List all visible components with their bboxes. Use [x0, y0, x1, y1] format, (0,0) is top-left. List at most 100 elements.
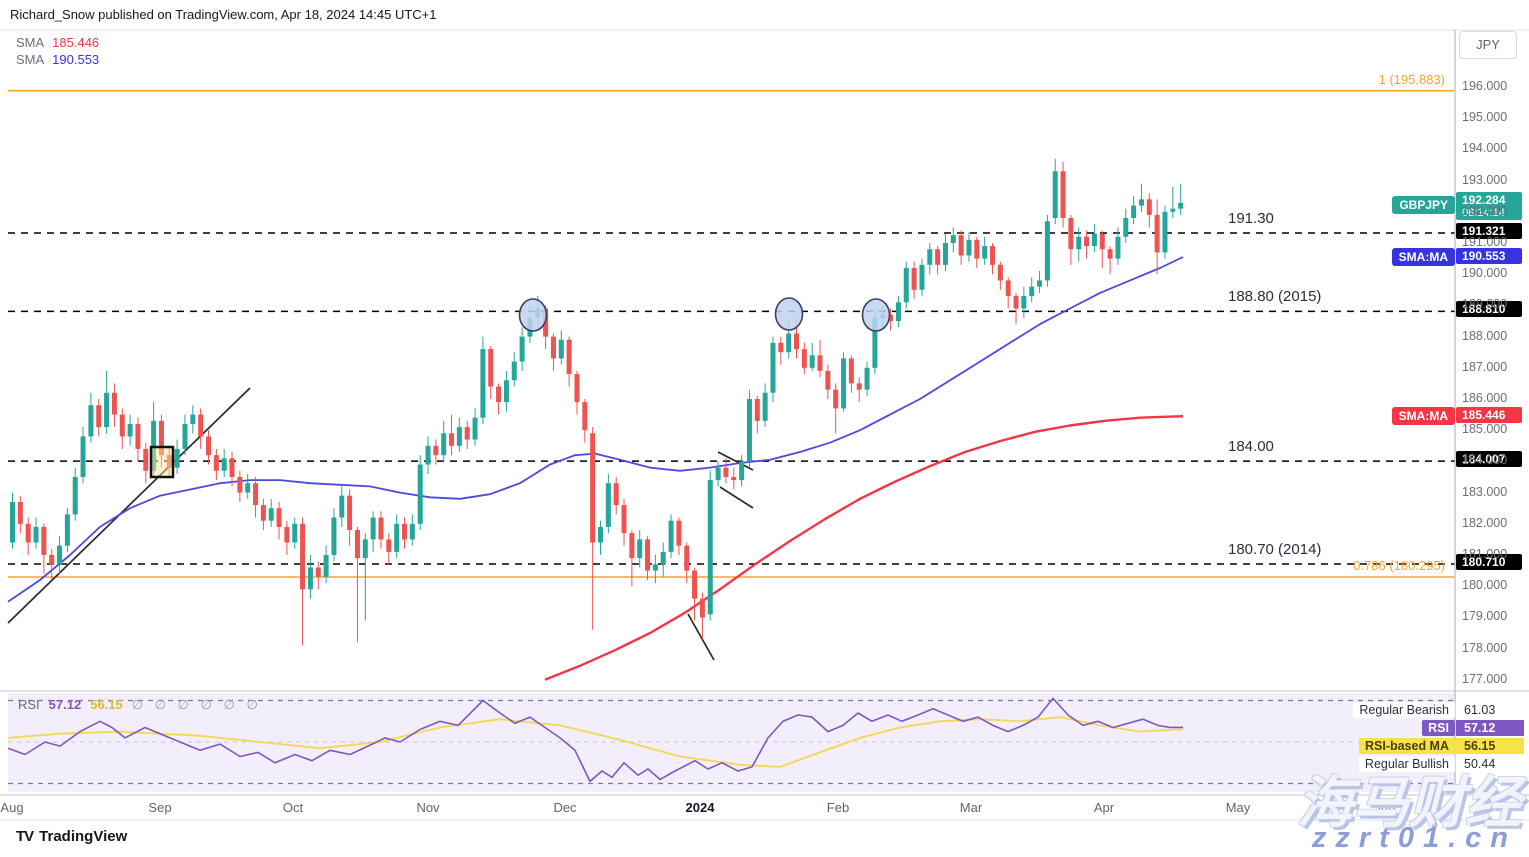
price-tick: 196.000 — [1462, 79, 1508, 93]
tradingview-logo[interactable]: TV TradingView — [16, 828, 127, 845]
candle-body — [221, 458, 227, 471]
highlight-circle-1 — [774, 297, 804, 331]
candle-body — [762, 392, 768, 421]
candle-body — [574, 374, 580, 403]
level-axis-188810: 188.810 — [1456, 301, 1522, 318]
candle-body — [582, 402, 588, 431]
candle-body — [433, 445, 439, 456]
candle-body — [888, 314, 894, 321]
sma-slow-badge: SMA:MA — [1391, 247, 1455, 266]
candle-body — [284, 526, 290, 543]
rsi-legend-label: RSI — [18, 697, 40, 712]
highlight-circle-0 — [518, 298, 548, 332]
level-label-19130[interactable]: 191.30 — [1228, 209, 1274, 227]
candle-body — [402, 523, 407, 540]
candle-body — [511, 361, 517, 381]
candle-body — [362, 539, 368, 559]
symbol-badge: GBPJPY — [1392, 195, 1455, 214]
candle-body — [1154, 214, 1160, 253]
candle-body — [449, 433, 455, 446]
candle-body — [323, 555, 329, 577]
candle-body — [786, 333, 792, 353]
price-tick: 180.000 — [1462, 578, 1508, 593]
fib-level-1-label[interactable]: 1 (195.883) — [1378, 71, 1446, 87]
candle-body — [64, 514, 70, 546]
candle-body — [645, 539, 651, 571]
price-tick: 179.000 — [1462, 609, 1508, 624]
candle-body — [731, 477, 737, 481]
candle-body — [692, 570, 698, 599]
price-tick: 192.000 — [1462, 203, 1508, 218]
candle-body — [339, 495, 345, 518]
candle-body — [558, 339, 564, 359]
countdown-timer: 08:14:14 — [1462, 206, 1505, 219]
candle-body — [1170, 208, 1176, 212]
currency-unit-button[interactable]: JPY — [1459, 31, 1517, 59]
price-tick: 187.000 — [1462, 359, 1508, 374]
candle-body — [17, 501, 23, 524]
rsi-axis-value: 57.12 — [1456, 720, 1524, 736]
price-tick: 188.000 — [1462, 328, 1508, 343]
time-axis-label: Jun — [1374, 800, 1396, 815]
regular-bullish-value: 50.44 — [1464, 757, 1496, 771]
candle-body — [370, 517, 376, 540]
candle-body — [919, 264, 925, 290]
candle-body — [746, 399, 752, 462]
price-tick: 177.000 — [1462, 671, 1508, 686]
candle-body — [1005, 280, 1011, 297]
rsi-ma-badge: RSI-based MA — [1358, 738, 1455, 754]
time-axis-label: May — [1225, 800, 1251, 815]
candle-body — [253, 483, 259, 506]
level-label-18070[interactable]: 180.70 (2014) — [1228, 541, 1322, 559]
candle-body — [1076, 236, 1082, 250]
candle-body — [958, 235, 964, 256]
candle-body — [864, 367, 870, 390]
price-tick: 183.000 — [1462, 484, 1508, 499]
candle-body — [613, 483, 619, 506]
candle-body — [331, 517, 337, 555]
candle-body — [1123, 218, 1129, 237]
candle-body — [10, 501, 15, 543]
candle-body — [778, 342, 784, 353]
candle-body — [104, 392, 110, 428]
fib-level-0786-label[interactable]: 0.786 (180.295) — [1353, 557, 1445, 573]
candle-body — [1068, 218, 1074, 250]
rsi-legend[interactable]: RSI 57.12 56.15 ∅ ∅ ∅ ∅ ∅ ∅ — [18, 697, 262, 713]
level-label-18880[interactable]: 188.80 (2015) — [1228, 288, 1322, 306]
candle-body — [378, 517, 384, 540]
sma-slow-axis-badge: 190.553 — [1456, 247, 1522, 264]
candle-body — [57, 545, 63, 565]
highlight-circle-2 — [861, 298, 891, 332]
candle-body — [472, 417, 478, 440]
indicator-legend[interactable]: SMA 185.446 SMA 190.553 — [16, 34, 99, 68]
level-axis-184007: 184.007 — [1456, 451, 1522, 468]
candle-body — [49, 555, 55, 565]
candle-body — [245, 483, 251, 493]
time-axis-label: 2024 — [685, 800, 715, 815]
rsi-ma-legend-value: 56.15 — [90, 697, 123, 712]
candle-body — [1052, 171, 1058, 219]
candle-body — [605, 483, 611, 527]
candle-body — [723, 467, 729, 477]
candle-body — [1138, 199, 1144, 206]
candle-body — [519, 336, 525, 362]
last-price: 192.284 — [1462, 192, 1506, 207]
candle-body — [707, 480, 713, 615]
candle-body — [1099, 233, 1105, 250]
rsi-badge: RSI — [1422, 720, 1455, 736]
candle-body — [354, 530, 360, 559]
sma-fast-axis-badge: 185.446 — [1456, 407, 1522, 424]
sma-fast-badge: SMA:MA — [1391, 407, 1455, 426]
candle-body — [158, 420, 164, 456]
candle-body — [739, 461, 745, 481]
candle-body — [143, 448, 149, 471]
candle-body — [1013, 296, 1019, 309]
candle-body — [817, 355, 823, 371]
sma-fast-legend: SMA 185.446 — [16, 35, 100, 50]
candle-body — [80, 436, 86, 477]
candle-body — [848, 358, 854, 384]
level-label-18400[interactable]: 184.00 — [1228, 438, 1274, 456]
candle-body — [997, 264, 1003, 281]
